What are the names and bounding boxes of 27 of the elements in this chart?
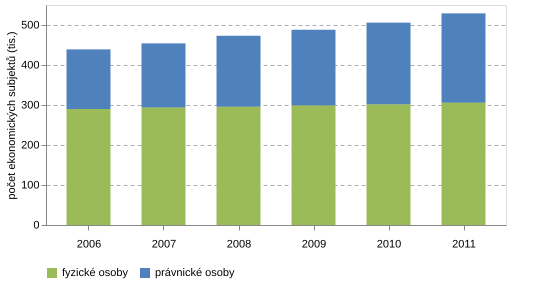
y-tick-label: 400 [21,60,40,72]
bar [142,107,186,225]
bar [142,43,186,108]
bar [66,49,110,109]
x-tick-label: 2010 [376,238,402,250]
bar [366,104,410,225]
y-tick-label: 0 [33,220,40,232]
y-tick-label: 200 [21,140,40,152]
bar [442,13,486,103]
x-tick-label: 2007 [152,238,176,250]
bar [442,102,486,225]
x-tick-label: 2009 [302,238,326,250]
y-tick-label: 100 [21,180,40,192]
bar [66,109,110,225]
bar [216,36,260,107]
y-tick-label: 500 [21,20,40,32]
legend-label: právnické osoby [155,267,235,279]
bar [292,105,336,225]
bar [366,22,410,104]
bar [216,106,260,225]
legend-label: fyzické osoby [62,267,129,279]
x-tick-label: 2006 [76,238,102,250]
bar [292,30,336,106]
x-tick-label: 2008 [226,238,252,250]
y-axis-title: počet ekonomických subjektů (tis.) [6,31,18,200]
x-tick-label: 2011 [452,238,476,250]
y-tick-label: 300 [21,100,40,112]
